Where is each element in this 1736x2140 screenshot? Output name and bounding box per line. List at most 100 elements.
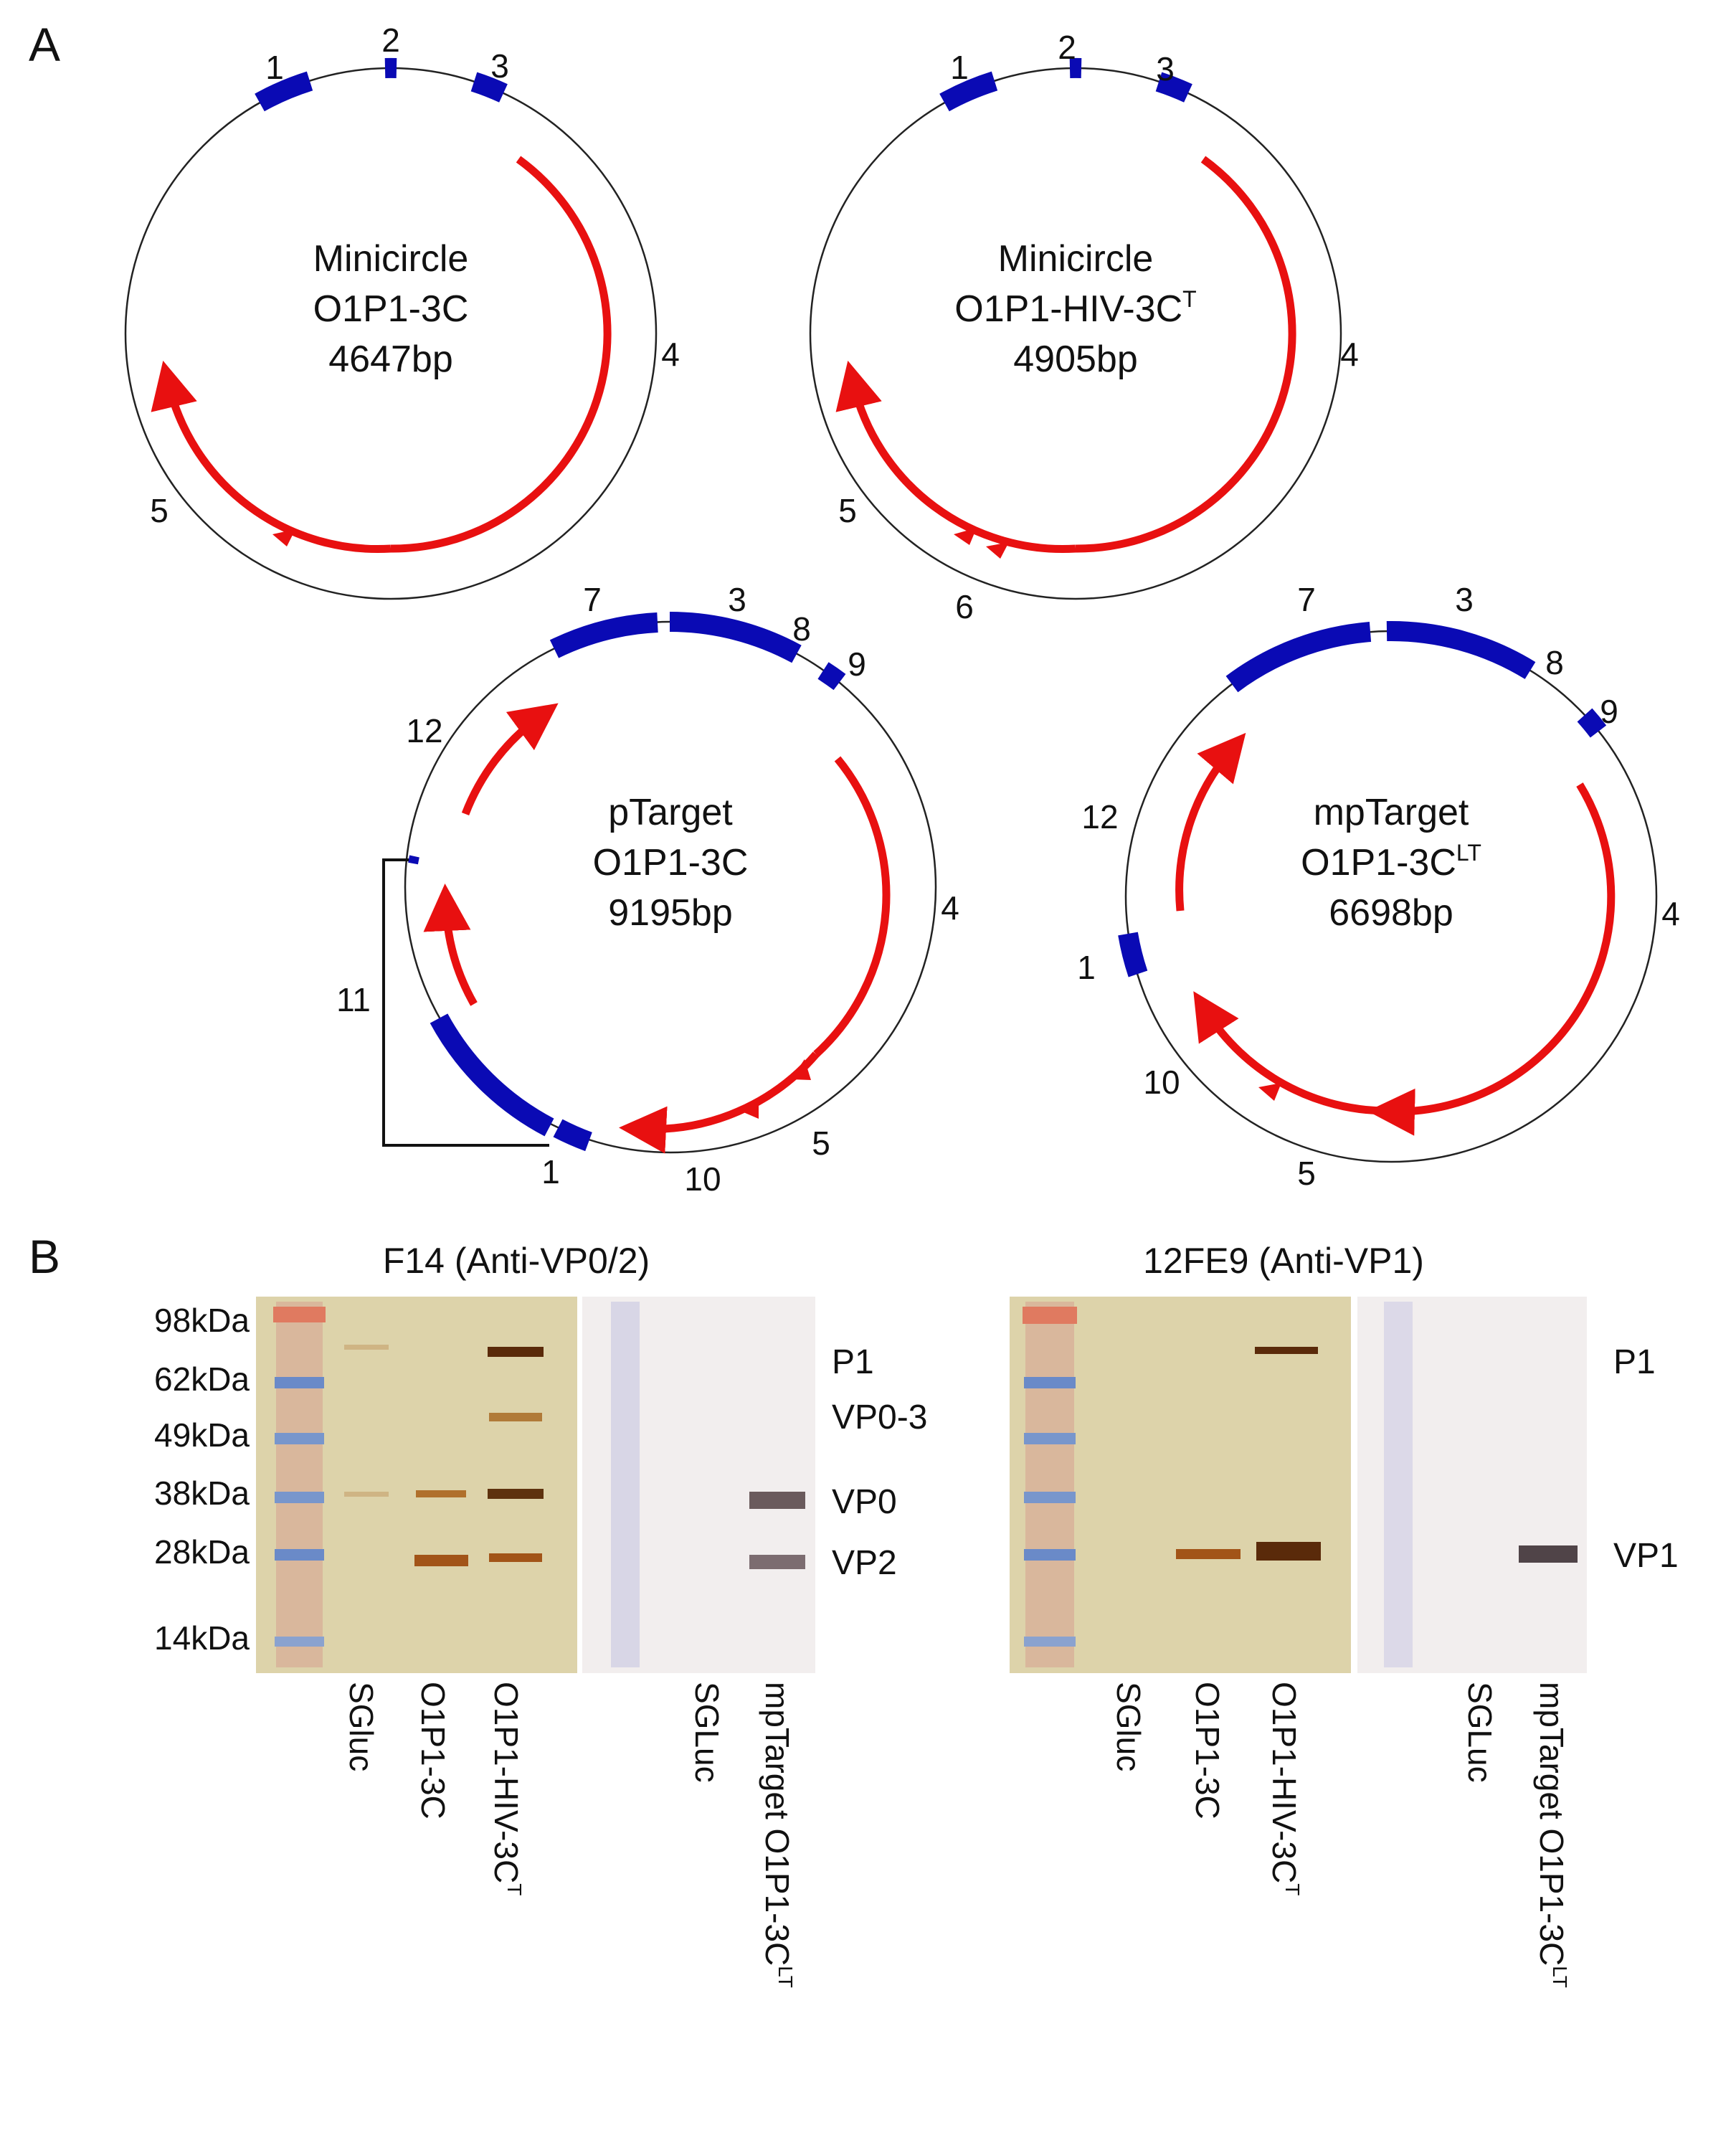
feature-label-10: 10 (684, 1160, 721, 1198)
feature-9-block (817, 662, 846, 691)
ladder-label: 62kDa (154, 1360, 250, 1398)
band-label: VP0-3 (832, 1398, 927, 1436)
plasmid-backbone (809, 67, 1342, 600)
panel-b-label: B (29, 1230, 60, 1283)
feature-label-5: 5 (1297, 1155, 1316, 1192)
ladder-band (273, 1307, 326, 1322)
feature-1a-block (430, 1013, 554, 1137)
orf-5-mid-arrowhead-b (739, 1099, 759, 1119)
map-size: 4647bp (328, 338, 453, 380)
orf-5-mid-arrowhead (272, 529, 295, 546)
feature-label-9: 9 (1600, 693, 1618, 730)
ladder-band (1024, 1377, 1076, 1388)
blot-right: 12FE9 (Anti-VP1) P1 VP1 SGluc O1P1-3C O1… (1010, 1241, 1679, 1988)
map-name-line2: O1P1-3CLT (1301, 840, 1481, 884)
map-name-line2: O1P1-HIV-3CT (954, 286, 1196, 330)
feature-label-1: 1 (1077, 949, 1096, 986)
ladder-band (275, 1549, 324, 1561)
feature-3-block (470, 72, 508, 103)
lane-label: SGluc (343, 1682, 380, 1771)
feature-label-1: 1 (950, 49, 969, 86)
orf-12-arrow (1175, 732, 1246, 912)
ladder-label: 38kDa (154, 1474, 250, 1512)
ladder-band (275, 1377, 324, 1388)
feature-3-block (669, 611, 802, 663)
map-name-line2: O1P1-3C (313, 288, 469, 330)
feature-1-block (255, 71, 313, 112)
feature-11-bracket (382, 858, 549, 1147)
feature-label-8: 8 (1545, 644, 1564, 681)
feature-label-2: 2 (1058, 29, 1076, 66)
gel-band (1176, 1549, 1241, 1559)
feature-9-block (1577, 708, 1607, 738)
orf-4-arrow (1367, 782, 1616, 1136)
lane-label: SGLuc (688, 1682, 726, 1783)
membrane-ladder-lane (611, 1302, 640, 1667)
map-size: 9195bp (608, 892, 733, 934)
orf-12-arrow (461, 703, 559, 815)
ladder-band (275, 1492, 324, 1503)
gel-band (1256, 1542, 1321, 1561)
map-size: 4905bp (1013, 338, 1138, 380)
gel-band (344, 1492, 389, 1497)
band-label: VP2 (832, 1544, 897, 1582)
feature-label-11: 11 (336, 981, 371, 1018)
feature-label-3: 3 (728, 581, 746, 618)
lane-label: mpTarget O1P1-3CLT (759, 1682, 797, 1988)
ladder-lane (276, 1302, 323, 1667)
ladder-band (1023, 1307, 1077, 1324)
orf-5-mid-arrowhead-a (791, 1059, 811, 1080)
gel-band (416, 1490, 466, 1497)
feature-label-4: 4 (1661, 895, 1680, 932)
feature-label-1: 1 (265, 49, 284, 86)
ladder-band (1024, 1433, 1076, 1444)
band-label: VP1 (1613, 1537, 1679, 1575)
orf-6-arrowhead-b (986, 542, 1009, 559)
orf-5-arrow (619, 1051, 820, 1154)
map-name-line1: mpTarget (1314, 792, 1469, 833)
ladder-band (275, 1637, 324, 1647)
lane-label: O1P1-HIV-3CT (1266, 1682, 1304, 1895)
feature-label-2: 2 (381, 22, 400, 59)
ladder-label: 14kDa (154, 1619, 250, 1657)
ladder-lane (1025, 1302, 1074, 1667)
plasmid-map-4: mpTarget O1P1-3CLT 6698bp 7 3 8 9 12 4 1… (1077, 581, 1680, 1192)
ladder-band (1024, 1549, 1076, 1561)
lane-label: SGLuc (1461, 1682, 1499, 1783)
feature-label-8: 8 (792, 610, 811, 648)
gel-band (344, 1345, 389, 1350)
gel-band (414, 1555, 468, 1566)
membrane-band (1519, 1545, 1578, 1563)
map-name-line1: Minicircle (998, 238, 1154, 280)
feature-7-block (1225, 622, 1372, 693)
plasmid-map-3: pTarget O1P1-3C 9195bp 7 3 8 9 12 4 11 5… (336, 581, 959, 1198)
orf-4-arrow (813, 756, 891, 1058)
gel-band (488, 1347, 544, 1357)
gel-band (488, 1489, 544, 1499)
membrane-band (749, 1555, 805, 1569)
feature-label-7: 7 (1297, 581, 1316, 618)
blot-left: F14 (Anti-VP0/2) 98kDa 62kDa 49kDa 38kDa… (154, 1241, 927, 1988)
feature-3-block (1386, 620, 1536, 679)
orf-5-mid-arrowhead (1258, 1083, 1281, 1101)
feature-3-block (1155, 72, 1192, 103)
feature-1-block (1118, 932, 1148, 977)
lane-label: SGluc (1110, 1682, 1147, 1771)
feature-1-block (939, 71, 998, 112)
ladder-label: 49kDa (154, 1416, 250, 1454)
lane-label: O1P1-HIV-3CT (488, 1682, 526, 1895)
feature-label-1: 1 (541, 1153, 560, 1190)
feature-label-9: 9 (848, 645, 866, 683)
plasmid-map-2: Minicircle O1P1-HIV-3CT 4905bp 1 2 3 4 5… (809, 29, 1359, 625)
orf-5-arrow (1193, 991, 1388, 1115)
gel-band (489, 1553, 542, 1562)
ladder-band (1024, 1637, 1076, 1647)
orf-6-arrowhead-a (954, 528, 977, 545)
feature-label-4: 4 (1340, 336, 1359, 373)
blot-title: 12FE9 (Anti-VP1) (1143, 1241, 1424, 1281)
feature-label-5: 5 (838, 492, 857, 529)
feature-label-3: 3 (490, 47, 509, 85)
gel-band (489, 1413, 542, 1421)
feature-1-block (553, 1119, 592, 1152)
blot-title: F14 (Anti-VP0/2) (383, 1241, 650, 1281)
